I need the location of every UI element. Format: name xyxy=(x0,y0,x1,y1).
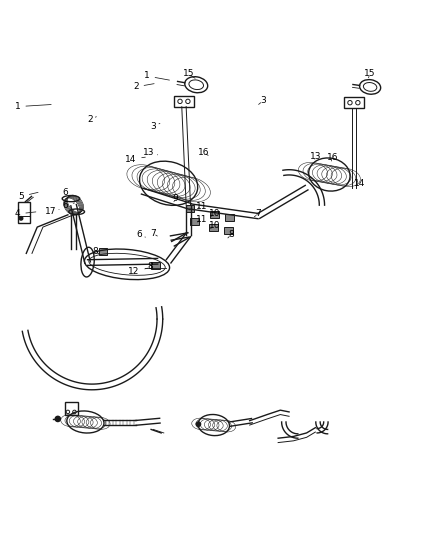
Text: 15: 15 xyxy=(183,69,195,78)
Text: 3: 3 xyxy=(258,96,266,106)
FancyBboxPatch shape xyxy=(210,211,219,218)
Text: 7: 7 xyxy=(254,209,261,219)
Circle shape xyxy=(196,422,201,426)
Text: 14: 14 xyxy=(125,155,145,164)
Text: 16: 16 xyxy=(327,154,339,163)
Text: 3: 3 xyxy=(150,122,160,131)
Text: 13: 13 xyxy=(310,151,321,160)
Text: 10: 10 xyxy=(209,209,220,219)
Text: 9: 9 xyxy=(172,194,178,203)
Text: 11: 11 xyxy=(196,215,207,224)
Text: 6: 6 xyxy=(62,201,74,209)
Circle shape xyxy=(55,416,60,422)
Text: 10: 10 xyxy=(209,221,220,230)
FancyBboxPatch shape xyxy=(225,214,234,221)
Text: 4: 4 xyxy=(15,209,36,219)
Text: 1: 1 xyxy=(14,102,51,111)
Text: 13: 13 xyxy=(143,148,158,157)
FancyBboxPatch shape xyxy=(186,205,194,212)
FancyBboxPatch shape xyxy=(224,227,233,234)
Text: 14: 14 xyxy=(353,179,365,188)
FancyBboxPatch shape xyxy=(209,223,218,231)
Text: 6: 6 xyxy=(136,230,145,239)
FancyBboxPatch shape xyxy=(99,248,107,255)
Text: 6: 6 xyxy=(62,189,74,197)
Text: 12: 12 xyxy=(128,267,148,276)
Text: 8: 8 xyxy=(228,230,234,239)
Text: 17: 17 xyxy=(45,207,59,216)
Text: 8: 8 xyxy=(147,262,153,271)
FancyBboxPatch shape xyxy=(190,218,199,225)
Text: 16: 16 xyxy=(198,148,209,157)
Text: 2: 2 xyxy=(87,115,96,124)
Text: 8: 8 xyxy=(92,247,99,256)
Circle shape xyxy=(19,216,23,220)
Text: 5: 5 xyxy=(18,192,38,201)
Text: 7: 7 xyxy=(150,229,157,238)
Text: 2: 2 xyxy=(133,83,154,92)
Text: 11: 11 xyxy=(196,201,207,211)
Text: 15: 15 xyxy=(364,69,376,78)
Text: 1: 1 xyxy=(144,71,170,80)
FancyBboxPatch shape xyxy=(151,262,160,269)
